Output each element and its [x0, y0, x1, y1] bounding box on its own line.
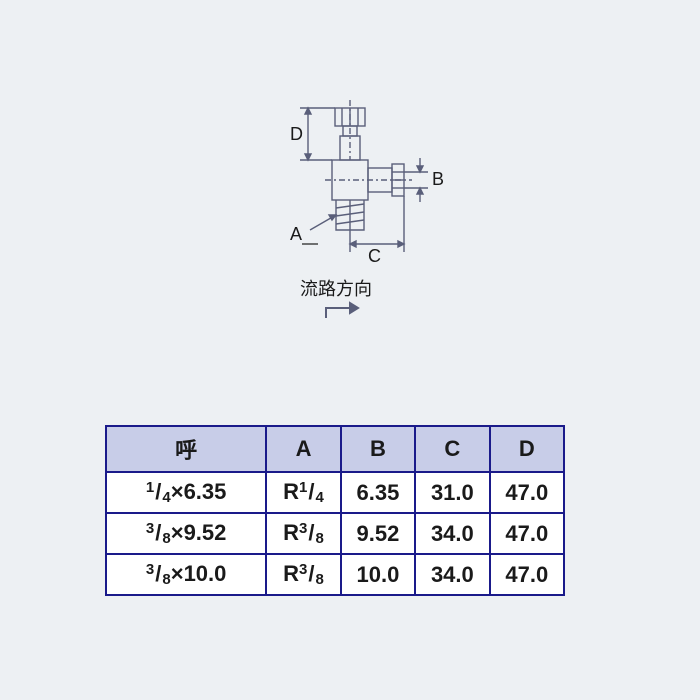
valve-svg: D B C A: [240, 100, 460, 300]
table-header-row: 呼 A B C D: [106, 426, 564, 472]
cell-b: 10.0: [341, 554, 415, 595]
header-name: 呼: [106, 426, 266, 472]
dim-label-b: B: [432, 169, 444, 189]
cell-name: 3/8×9.52: [106, 513, 266, 554]
cell-d: 47.0: [490, 513, 564, 554]
flow-arrow-icon: [320, 298, 370, 322]
header-a: A: [266, 426, 340, 472]
header-c: C: [415, 426, 489, 472]
cell-name: 1/4×6.35: [106, 472, 266, 513]
valve-diagram: D B C A: [240, 100, 460, 300]
cell-name: 3/8×10.0: [106, 554, 266, 595]
cell-a: R1/4: [266, 472, 340, 513]
header-d: D: [490, 426, 564, 472]
table-row: 1/4×6.35R1/46.3531.047.0: [106, 472, 564, 513]
cell-a: R3/8: [266, 554, 340, 595]
cell-c: 34.0: [415, 513, 489, 554]
cell-a: R3/8: [266, 513, 340, 554]
dim-label-c: C: [368, 246, 381, 266]
cell-b: 6.35: [341, 472, 415, 513]
cell-d: 47.0: [490, 472, 564, 513]
table-row: 3/8×9.52R3/89.5234.047.0: [106, 513, 564, 554]
cell-b: 9.52: [341, 513, 415, 554]
cell-c: 31.0: [415, 472, 489, 513]
dim-label-a: A: [290, 224, 302, 244]
dim-label-d: D: [290, 124, 303, 144]
cell-d: 47.0: [490, 554, 564, 595]
dimension-table: 呼 A B C D 1/4×6.35R1/46.3531.047.03/8×9.…: [105, 425, 565, 596]
header-b: B: [341, 426, 415, 472]
cell-c: 34.0: [415, 554, 489, 595]
table-row: 3/8×10.0R3/810.034.047.0: [106, 554, 564, 595]
